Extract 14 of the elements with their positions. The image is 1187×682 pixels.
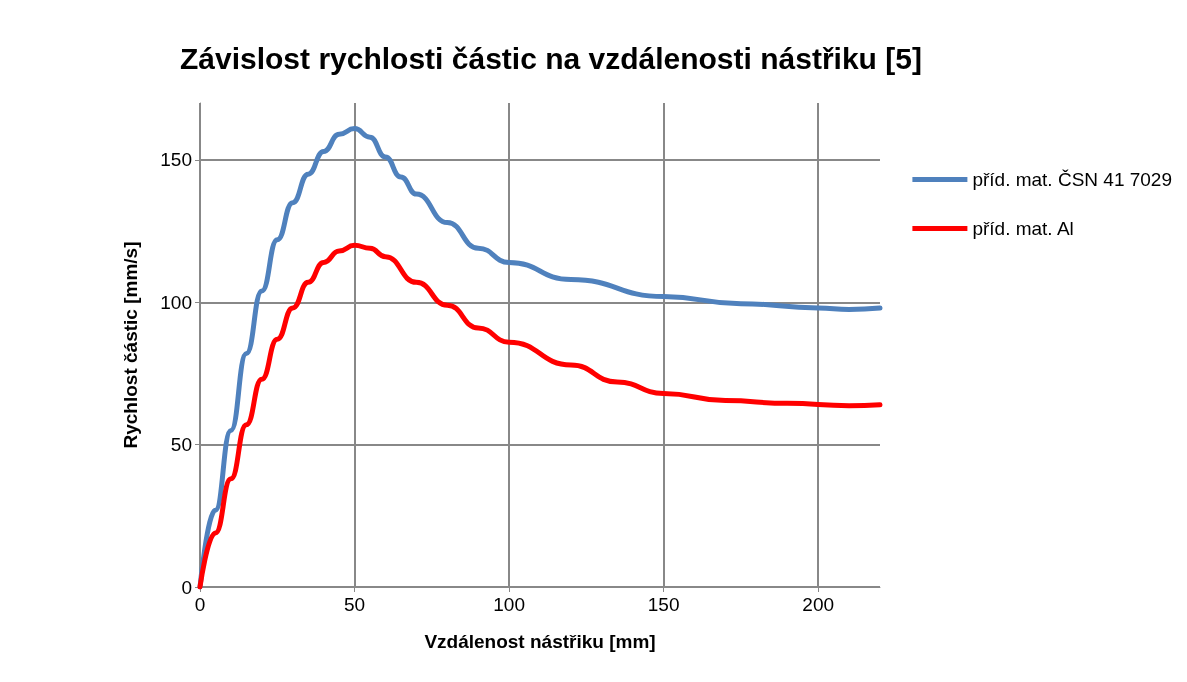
legend-label: příd. mat. ČSN 41 7029 — [972, 169, 1173, 190]
y-tick-label: 0 — [181, 576, 192, 598]
y-tick-label: 50 — [170, 434, 192, 456]
legend-label: příd. mat. Al — [972, 218, 1074, 239]
y-tick-label: 150 — [160, 149, 192, 171]
x-tick-label: 150 — [647, 594, 680, 615]
y-tick-label: 100 — [160, 291, 192, 313]
x-tick-label: 100 — [493, 594, 525, 615]
x-tick-label: 200 — [802, 594, 835, 615]
x-axis-title: Vzdálenost nástřiku [mm] — [424, 631, 656, 652]
y-axis-title: Rychlost částic [mm/s] — [120, 241, 141, 449]
x-tick-label: 50 — [343, 594, 366, 615]
chart-title: Závislost rychlosti částic na vzdálenosti nástřiku [5] — [180, 41, 922, 75]
x-tick-label: 0 — [194, 594, 206, 615]
